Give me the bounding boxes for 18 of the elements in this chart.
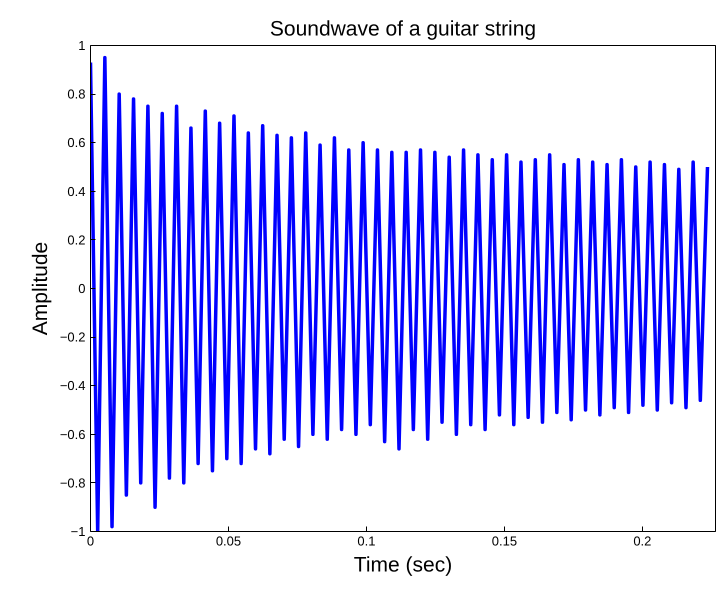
- y-tick-label: 0.2: [67, 232, 86, 248]
- y-axis-title: Amplitude: [28, 242, 52, 336]
- x-tick-label: 0.05: [216, 534, 242, 548]
- y-tick-label: −0.2: [60, 330, 86, 345]
- y-tick-label: −0.6: [60, 426, 86, 442]
- y-tick-label: 0: [78, 281, 86, 296]
- y-tick-label: 1: [78, 38, 86, 53]
- x-tick-label: 0.2: [633, 534, 652, 548]
- y-tick-label: −1: [70, 524, 86, 539]
- y-tick-label: −0.4: [60, 378, 86, 394]
- y-tick-label: 0.8: [67, 86, 86, 102]
- x-tick-label: 0.1: [357, 534, 376, 548]
- y-tick-label: 0.4: [67, 184, 86, 199]
- y-tick-label: −0.8: [60, 475, 86, 490]
- y-tick-label: 0.6: [67, 135, 86, 150]
- chart-title: Soundwave of a guitar string: [270, 18, 536, 40]
- x-tick-label: 0.15: [492, 534, 518, 548]
- x-axis-title: Time (sec): [354, 554, 452, 576]
